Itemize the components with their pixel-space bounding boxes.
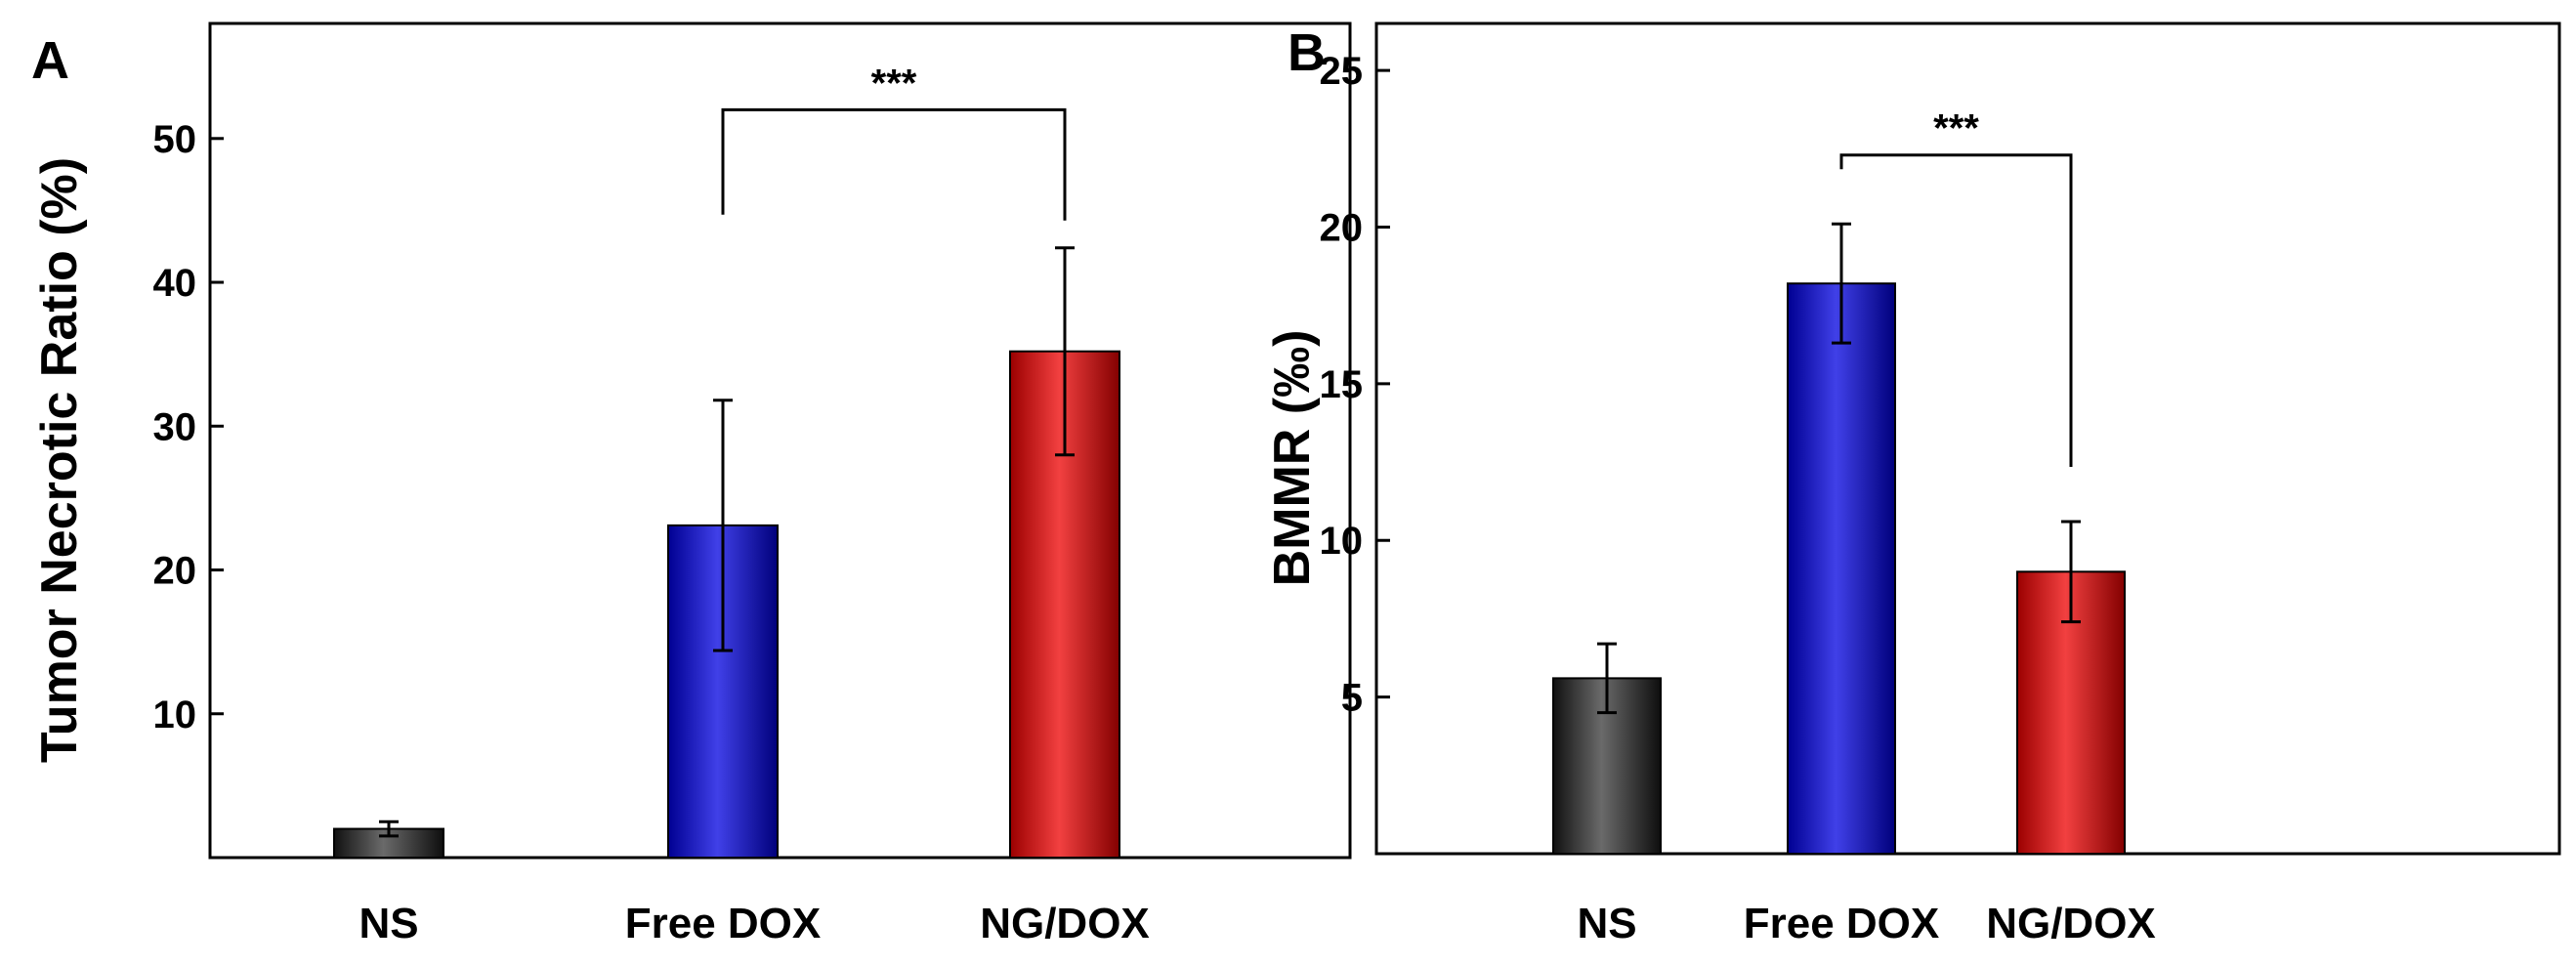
y-tick-label-b-10: 10: [1320, 520, 1364, 563]
y-tick-label-b-5: 5: [1341, 677, 1363, 720]
plot-frame-b: [1374, 21, 2561, 856]
chart-panel-a: 10 20 30 40 50 Tumor Necrotic Ratio (%) A NS Fre…: [31, 21, 1352, 947]
category-label-a-ns: NS: [359, 900, 418, 947]
category-label-b-ng-dox: NG/DOX: [1986, 900, 2156, 947]
y-axis-title-b: BMMR (‰): [1264, 330, 1321, 587]
panel-letter-b: B: [1288, 23, 1326, 82]
bar-b-free-dox: [1787, 282, 1896, 855]
category-label-b-free-dox: Free DOX: [1744, 900, 1940, 947]
category-label-a-ng-dox: NG/DOX: [980, 900, 1150, 947]
category-label-b-ns: NS: [1577, 900, 1636, 947]
significance-label-b: ***: [1933, 107, 1979, 150]
y-tick-label-a-50: 50: [153, 118, 197, 161]
significance-label-a: ***: [871, 62, 917, 105]
y-axis-title-a: Tumor Necrotic Ratio (%): [31, 157, 88, 763]
y-tick-label-a-10: 10: [153, 694, 197, 736]
chart-panel-b: 5 10 15 20 25 BMMR (‰) B NS Free DOX NG/DOX ***: [1264, 21, 2561, 947]
y-tick-label-b-20: 20: [1320, 206, 1364, 249]
y-tick-label-b-25: 25: [1320, 50, 1364, 93]
category-label-a-free-dox: Free DOX: [625, 900, 822, 947]
y-tick-label-a-40: 40: [153, 262, 197, 305]
significance-bracket-a: [721, 107, 1067, 221]
panel-letter-a: A: [31, 31, 69, 90]
y-tick-label-a-30: 30: [153, 405, 197, 448]
significance-bracket-b: [1839, 153, 2073, 467]
plot-frame-a: [208, 21, 1352, 860]
y-tick-label-b-15: 15: [1320, 363, 1364, 406]
y-tick-label-a-20: 20: [153, 550, 197, 593]
